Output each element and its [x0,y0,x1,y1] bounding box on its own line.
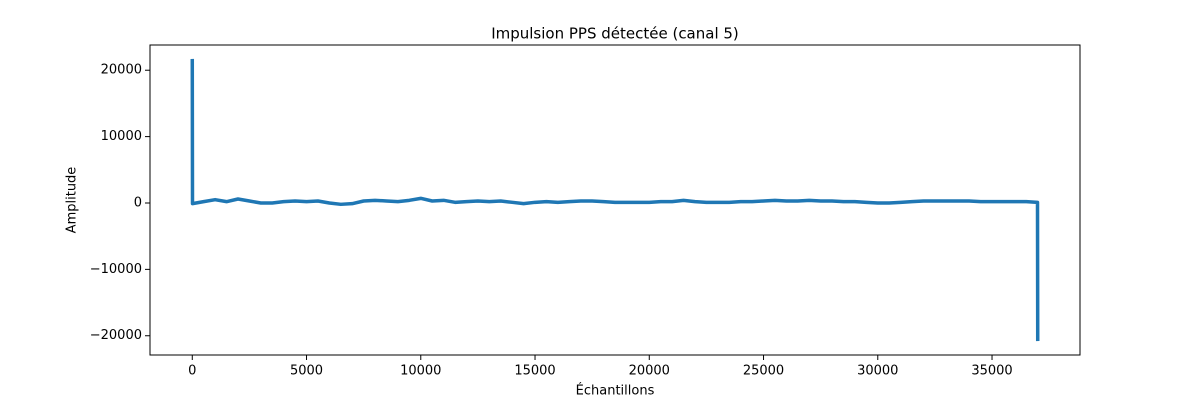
x-tick-label: 15000 [514,364,555,379]
x-tick-label: 10000 [400,364,441,379]
x-tick-label: 35000 [971,364,1012,379]
y-tick-label: 10000 [101,129,142,144]
plot-frame [149,44,1081,356]
x-tick-label: 30000 [857,364,898,379]
y-tick-label: −10000 [90,262,142,277]
x-tick-label: 25000 [743,364,784,379]
y-tick-label: −20000 [90,328,142,343]
x-tick-label: 20000 [629,364,670,379]
y-tick-label: 20000 [101,63,142,78]
x-axis-label: Échantillons [576,383,655,399]
y-axis-label: Amplitude [65,167,80,234]
line-series [190,58,1040,342]
x-tick-label: 5000 [290,364,323,379]
x-tick-label: 0 [188,364,196,379]
y-tick-label: 0 [134,195,142,210]
chart-title: Impulsion PPS détectée (canal 5) [491,25,739,43]
